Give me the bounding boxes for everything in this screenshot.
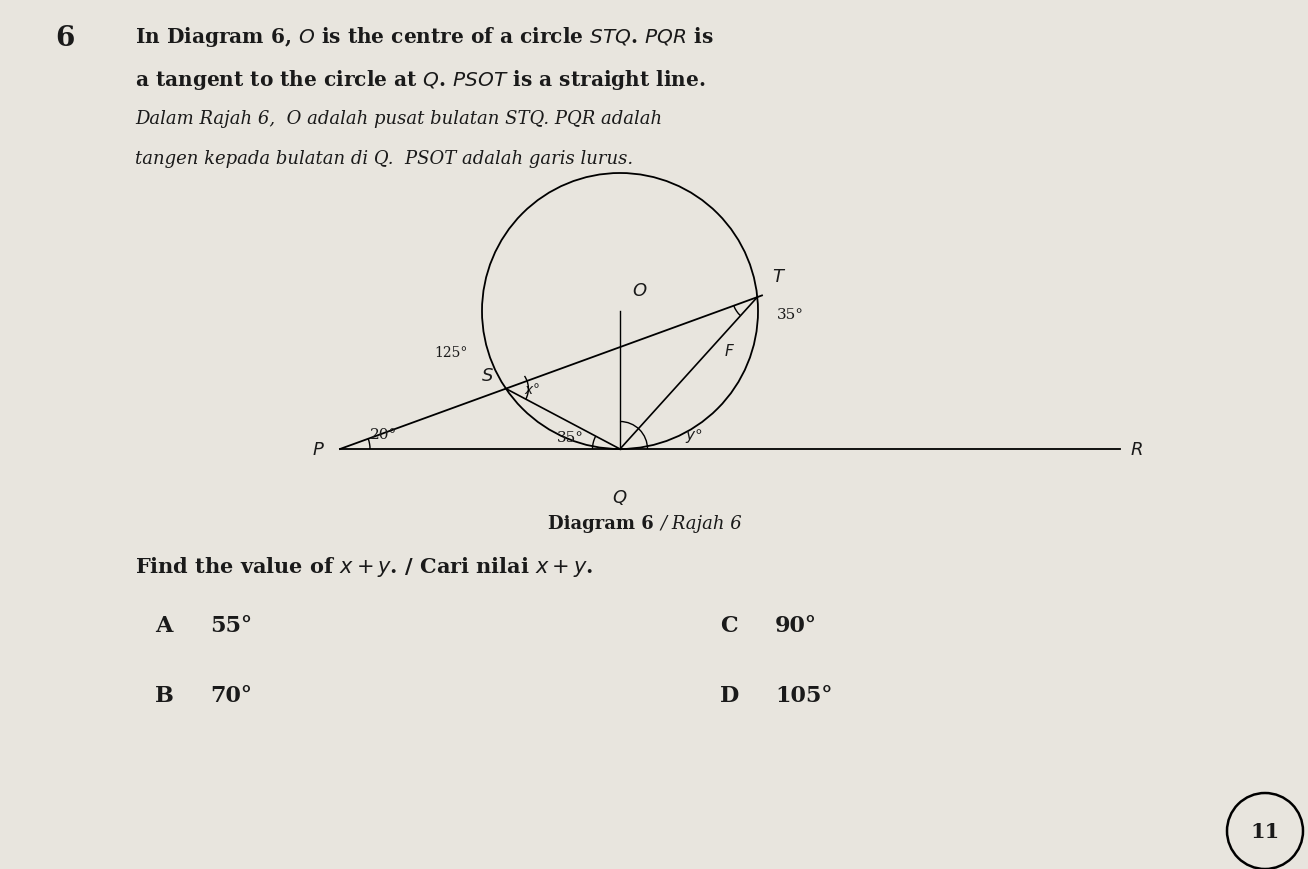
Text: 90°: 90° <box>776 614 818 636</box>
Text: D: D <box>719 684 739 706</box>
Text: a tangent to the circle at $Q$. $PSOT$ is a straight line.: a tangent to the circle at $Q$. $PSOT$ i… <box>135 68 706 92</box>
Text: 11: 11 <box>1250 821 1279 841</box>
Text: Dalam Rajah 6,  O adalah pusat bulatan STQ. PQR adalah: Dalam Rajah 6, O adalah pusat bulatan ST… <box>135 109 662 128</box>
Text: 35°: 35° <box>777 308 804 322</box>
Text: $O$: $O$ <box>632 282 647 300</box>
Text: C: C <box>719 614 738 636</box>
Text: 105°: 105° <box>776 684 832 706</box>
Text: / Rajah 6: / Rajah 6 <box>661 514 742 533</box>
Text: 35°: 35° <box>556 430 583 444</box>
Text: $S$: $S$ <box>481 366 494 384</box>
Text: $F$: $F$ <box>725 343 735 359</box>
Text: 6: 6 <box>55 25 75 52</box>
Text: tangen kepada bulatan di Q.  PSOT adalah garis lurus.: tangen kepada bulatan di Q. PSOT adalah … <box>135 149 633 168</box>
Text: Diagram 6: Diagram 6 <box>548 514 654 533</box>
Text: $T$: $T$ <box>772 268 786 286</box>
Text: 125°: 125° <box>434 345 467 359</box>
Text: In Diagram 6, $O$ is the centre of a circle $STQ$. $PQR$ is: In Diagram 6, $O$ is the centre of a cir… <box>135 25 714 49</box>
Text: $x$°: $x$° <box>525 381 540 396</box>
Text: 55°: 55° <box>211 614 252 636</box>
Text: 20°: 20° <box>370 428 398 441</box>
Text: $P$: $P$ <box>313 441 324 459</box>
Text: A: A <box>156 614 173 636</box>
Text: $Q$: $Q$ <box>612 488 628 507</box>
Text: Find the value of $x + y$. / Cari nilai $x + y$.: Find the value of $x + y$. / Cari nilai … <box>135 554 594 579</box>
Text: B: B <box>156 684 174 706</box>
Text: $R$: $R$ <box>1130 441 1143 459</box>
Text: $y$°: $y$° <box>685 427 702 444</box>
Text: 70°: 70° <box>211 684 252 706</box>
